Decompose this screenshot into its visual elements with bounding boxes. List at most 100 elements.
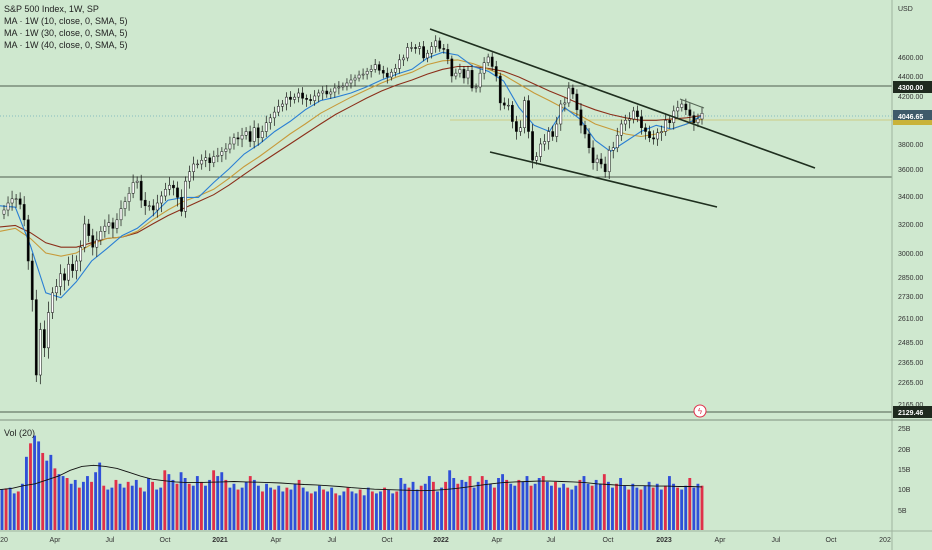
volume-bar bbox=[602, 474, 606, 530]
volume-bar bbox=[562, 483, 566, 530]
volume-pane bbox=[0, 435, 704, 530]
volume-bar bbox=[635, 487, 639, 530]
volume-bar bbox=[147, 478, 150, 530]
candle-body bbox=[353, 77, 357, 81]
candle-body bbox=[119, 208, 123, 221]
time-tick-label: 202 bbox=[879, 537, 891, 544]
candle-body bbox=[285, 96, 288, 105]
candle-body bbox=[99, 231, 103, 241]
volume-bar bbox=[334, 493, 338, 530]
candle-body bbox=[10, 198, 14, 204]
candle-body bbox=[79, 246, 83, 262]
candle-body bbox=[531, 131, 534, 161]
price-badge-label: 4300.00 bbox=[898, 85, 923, 92]
candle-body bbox=[563, 102, 567, 105]
trendlines-layer[interactable] bbox=[429, 28, 816, 208]
volume-bar bbox=[330, 487, 334, 530]
ma40-legend[interactable]: MA · 1W (40, close, 0, SMA, 5) bbox=[4, 40, 128, 50]
time-tick-label: Jul bbox=[772, 537, 781, 544]
volume-bar bbox=[448, 470, 452, 530]
short-trendline[interactable] bbox=[679, 98, 705, 109]
time-tick-label: 20 bbox=[0, 537, 8, 544]
volume-bar bbox=[497, 478, 500, 530]
volume-tick-label: 20B bbox=[898, 447, 911, 454]
alert-icon[interactable]: ϟ bbox=[693, 404, 707, 418]
candle-body bbox=[127, 193, 131, 202]
candle-body bbox=[640, 116, 643, 128]
volume-bar bbox=[195, 476, 199, 530]
volume-bar bbox=[623, 485, 627, 530]
candle-body bbox=[208, 157, 212, 163]
volume-bar bbox=[216, 476, 220, 530]
ma10-legend[interactable]: MA · 1W (10, close, 0, SMA, 5) bbox=[4, 16, 128, 26]
time-tick-label: Apr bbox=[271, 537, 283, 544]
candle-body bbox=[414, 47, 417, 49]
volume-bar bbox=[138, 487, 142, 530]
volume-bar bbox=[549, 485, 553, 530]
price-tick-label: 3400.00 bbox=[898, 194, 923, 201]
candle-body bbox=[333, 87, 337, 93]
volume-bar bbox=[16, 491, 20, 530]
price-tick-label: 2165.00 bbox=[898, 402, 923, 409]
candles-layer bbox=[2, 35, 704, 385]
candle-body bbox=[623, 120, 627, 125]
candle-body bbox=[176, 187, 179, 198]
volume-bar bbox=[350, 491, 354, 530]
candle-body bbox=[680, 103, 684, 108]
volume-bar bbox=[102, 485, 106, 530]
volume-bar bbox=[49, 454, 53, 530]
lower-channel-line[interactable] bbox=[489, 151, 718, 208]
volume-bar bbox=[252, 479, 256, 530]
volume-bar bbox=[379, 491, 382, 530]
volume-bar bbox=[383, 487, 386, 530]
candle-body bbox=[143, 199, 147, 207]
volume-bar bbox=[692, 487, 696, 530]
candle-body bbox=[676, 107, 680, 112]
candle-body bbox=[349, 79, 353, 84]
price-tick-label: 3200.00 bbox=[898, 222, 923, 229]
volume-bar bbox=[179, 472, 183, 530]
time-tick-label: Jul bbox=[328, 537, 337, 544]
volume-bar bbox=[558, 487, 561, 530]
volume-tick-label: 5B bbox=[898, 508, 907, 515]
candle-body bbox=[135, 180, 139, 183]
candle-body bbox=[47, 312, 50, 349]
price-tick-label: 4400.00 bbox=[898, 74, 923, 81]
candle-body bbox=[212, 156, 216, 163]
candle-body bbox=[373, 64, 377, 70]
volume-bar bbox=[322, 489, 325, 530]
volume-bar bbox=[175, 483, 179, 530]
upper-channel-line[interactable] bbox=[429, 28, 816, 169]
volume-bar bbox=[130, 485, 134, 530]
chart-title: S&P 500 Index, 1W, SP bbox=[4, 4, 99, 14]
volume-bar bbox=[431, 481, 435, 530]
time-tick-label: Oct bbox=[826, 537, 837, 544]
candle-body bbox=[688, 109, 692, 116]
candle-body bbox=[131, 182, 135, 194]
volume-bar bbox=[590, 485, 594, 530]
volume-bar bbox=[37, 441, 41, 530]
volume-bar bbox=[204, 485, 207, 530]
volume-bar bbox=[476, 481, 480, 530]
candle-body bbox=[188, 171, 191, 182]
price-tick-label: 2730.00 bbox=[898, 294, 923, 301]
candle-body bbox=[180, 197, 183, 212]
price-tick-label: 2610.00 bbox=[898, 316, 923, 323]
time-tick-label: Apr bbox=[715, 537, 727, 544]
volume-bar bbox=[12, 493, 16, 530]
volume-bar bbox=[224, 479, 228, 530]
volume-bar bbox=[521, 481, 525, 530]
volume-label[interactable]: Vol (20) bbox=[4, 428, 36, 438]
candle-body bbox=[478, 72, 482, 88]
volume-bar bbox=[293, 483, 297, 530]
candle-body bbox=[555, 123, 559, 137]
candle-body bbox=[341, 85, 345, 88]
volume-bar bbox=[167, 474, 171, 530]
candle-body bbox=[6, 202, 10, 211]
volume-bar bbox=[619, 478, 623, 530]
ma30-legend[interactable]: MA · 1W (30, close, 0, SMA, 5) bbox=[4, 28, 128, 38]
candle-body bbox=[438, 40, 442, 49]
volume-bar bbox=[256, 485, 260, 530]
